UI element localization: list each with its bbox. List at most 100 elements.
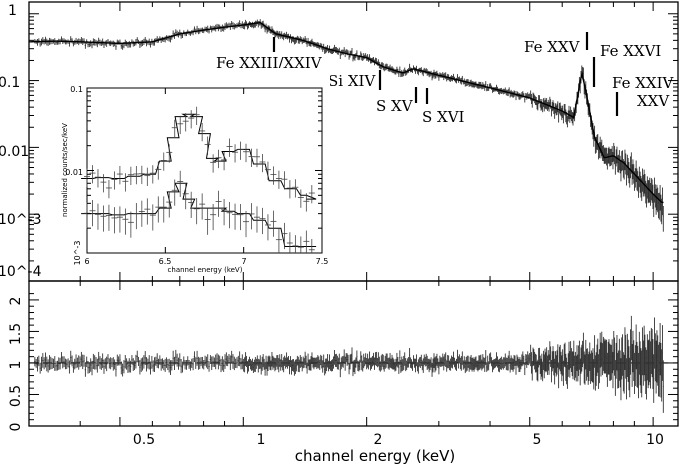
ratio-point bbox=[447, 355, 449, 369]
data-point bbox=[610, 148, 612, 166]
ratio-point bbox=[260, 362, 262, 375]
ratio-point bbox=[631, 343, 633, 387]
ratio-point bbox=[298, 359, 300, 373]
ratio-point bbox=[387, 358, 389, 369]
ratio-point bbox=[88, 362, 91, 374]
ratio-point bbox=[265, 355, 267, 369]
ratio-point bbox=[87, 360, 89, 374]
inset-ytick-label: 0.01 bbox=[65, 168, 83, 177]
ratio-point bbox=[574, 355, 576, 381]
data-point bbox=[293, 37, 295, 45]
inset-data-point bbox=[94, 169, 101, 188]
ratio-point bbox=[175, 349, 177, 365]
ratio-point bbox=[209, 355, 212, 364]
ratio-point bbox=[601, 331, 603, 367]
ratio-point bbox=[517, 356, 519, 368]
ratio-point bbox=[623, 354, 625, 394]
ratio-point bbox=[534, 352, 536, 370]
ratio-point bbox=[425, 353, 427, 366]
ratio-point bbox=[333, 349, 335, 365]
ratio-point bbox=[212, 356, 214, 367]
data-point bbox=[609, 148, 611, 167]
ratio-point bbox=[374, 352, 376, 366]
ratio-point bbox=[574, 351, 576, 378]
ratio-point bbox=[273, 357, 275, 368]
ratio-point bbox=[627, 339, 629, 382]
ratio-point bbox=[626, 358, 627, 400]
ratio-point bbox=[356, 350, 358, 363]
ratio-point bbox=[271, 351, 273, 367]
ratio-point bbox=[514, 355, 516, 366]
ratio-point bbox=[484, 357, 486, 372]
data-point bbox=[537, 100, 539, 111]
ratio-point bbox=[634, 345, 636, 386]
ratio-point bbox=[509, 358, 511, 373]
ratio-point bbox=[531, 352, 532, 374]
data-point bbox=[538, 95, 540, 105]
ratio-point bbox=[256, 355, 258, 366]
ratio-point bbox=[440, 357, 442, 368]
inset-data-point bbox=[226, 202, 233, 229]
data-point bbox=[565, 109, 567, 123]
data-point bbox=[550, 99, 552, 109]
data-point bbox=[244, 22, 246, 30]
ratio-point bbox=[216, 353, 218, 365]
data-point bbox=[276, 30, 278, 36]
ratio-point bbox=[418, 357, 420, 367]
inset-data-point bbox=[215, 149, 222, 169]
ratio-point bbox=[402, 359, 404, 371]
data-point bbox=[566, 115, 568, 128]
inset-data-point bbox=[188, 191, 195, 218]
ratio-point bbox=[62, 356, 64, 369]
ratio-point bbox=[112, 357, 114, 371]
xtick-label: 1 bbox=[257, 432, 266, 448]
ratio-point bbox=[647, 340, 649, 389]
ratio-point bbox=[424, 356, 426, 367]
ratio-point bbox=[63, 356, 65, 368]
ratio-point bbox=[376, 357, 378, 368]
ratio-point bbox=[543, 354, 545, 379]
data-point bbox=[254, 20, 256, 28]
ratio-point bbox=[124, 354, 126, 369]
data-point bbox=[237, 22, 239, 28]
ratio-point bbox=[207, 354, 209, 370]
data-point bbox=[193, 26, 196, 32]
ratio-point bbox=[52, 358, 55, 368]
data-point bbox=[659, 184, 661, 211]
ratio-point bbox=[284, 355, 286, 366]
ratio-point bbox=[347, 354, 349, 365]
ratio-point bbox=[70, 350, 72, 365]
data-point bbox=[324, 48, 326, 54]
ratio-point bbox=[151, 355, 153, 369]
ratio-point bbox=[120, 361, 122, 375]
ratio-point bbox=[91, 360, 93, 376]
ratio-point bbox=[141, 357, 144, 371]
ratio-point bbox=[534, 353, 536, 373]
data-point bbox=[433, 69, 435, 77]
ratio-point bbox=[552, 346, 554, 369]
inset-data-point bbox=[138, 200, 145, 227]
ratio-point bbox=[345, 353, 347, 363]
ratio-point bbox=[337, 357, 339, 370]
ratio-point bbox=[318, 356, 320, 369]
ratio-point bbox=[98, 351, 100, 367]
inset-chart: 0.1 0.01 10^-3 6 6.5 7 7.5 channel energ… bbox=[60, 68, 330, 274]
ratio-point bbox=[184, 360, 186, 370]
ratio-point bbox=[395, 358, 397, 371]
inset-xtick-label: 7.5 bbox=[316, 257, 329, 266]
ratio-point bbox=[262, 354, 264, 368]
ratio-point bbox=[611, 339, 613, 374]
ratio-point bbox=[559, 344, 561, 372]
data-point bbox=[651, 179, 653, 203]
ratio-point bbox=[547, 350, 549, 371]
ratio-point bbox=[417, 359, 419, 374]
inset-model-line bbox=[81, 113, 317, 200]
ratio-point bbox=[389, 353, 391, 368]
data-point bbox=[642, 174, 644, 197]
ratio-point bbox=[562, 360, 564, 386]
data-point bbox=[286, 31, 288, 39]
ratio-point bbox=[441, 357, 443, 367]
ratio-point bbox=[270, 360, 272, 371]
ratio-point bbox=[615, 342, 617, 379]
data-point bbox=[83, 38, 85, 44]
